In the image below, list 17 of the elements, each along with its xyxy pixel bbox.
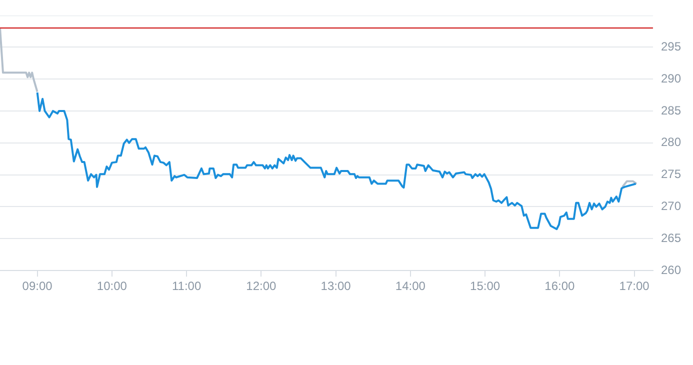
y-tick-label: 290 (660, 71, 682, 86)
x-tick-label: 13:00 (320, 279, 352, 294)
y-tick-label: 295 (660, 39, 682, 54)
y-tick-label: 285 (660, 103, 682, 118)
y-tick-label: 275 (660, 167, 682, 182)
y-tick-label: 270 (660, 199, 682, 214)
x-tick-label: 12:00 (246, 279, 277, 294)
x-tick-label: 09:00 (22, 279, 53, 294)
x-tick-label: 10:00 (96, 279, 128, 294)
x-tick-label: 16:00 (544, 279, 576, 294)
y-tick-label: 265 (660, 230, 682, 245)
x-tick-label: 14:00 (395, 279, 426, 294)
x-tick-label: 11:00 (172, 279, 202, 294)
x-tick-label: 15:00 (470, 279, 500, 294)
y-tick-label: 280 (660, 135, 682, 150)
y-tick-label: 260 (660, 262, 682, 277)
x-tick-label: 17:00 (619, 279, 650, 294)
